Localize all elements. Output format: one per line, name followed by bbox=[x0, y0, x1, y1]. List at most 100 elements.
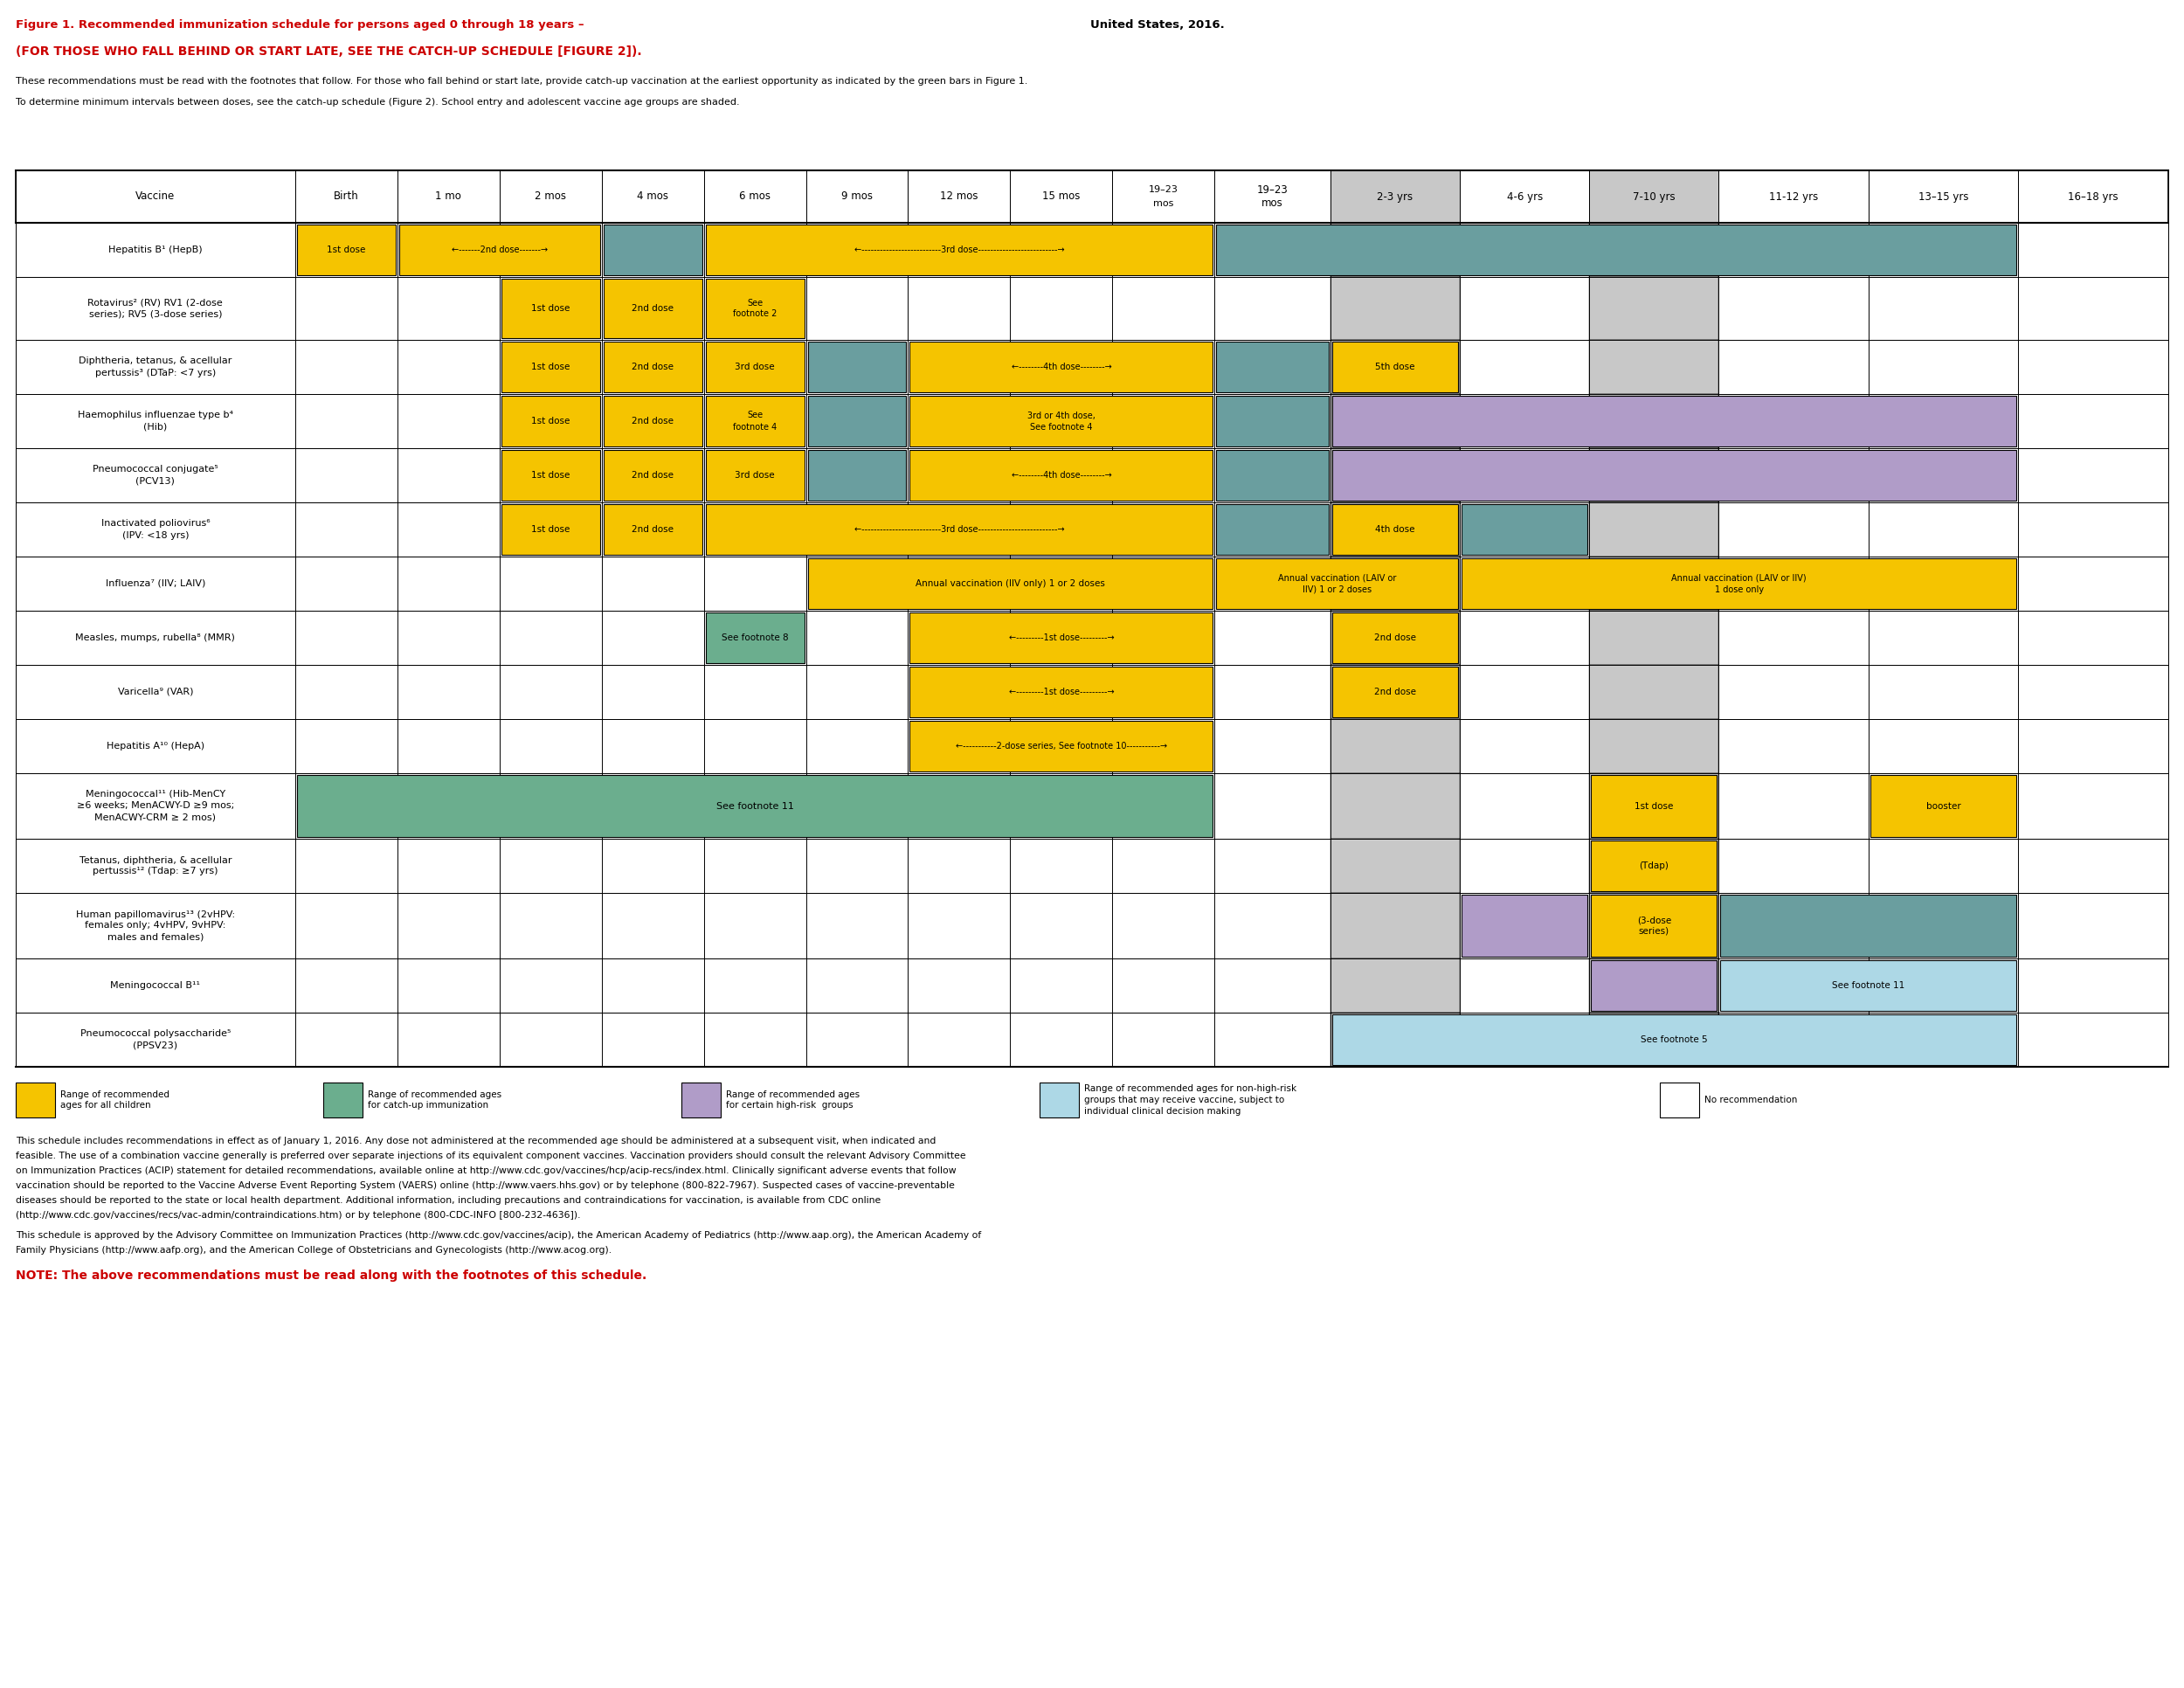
Bar bbox=[1216, 395, 1328, 446]
Bar bbox=[1590, 839, 1719, 893]
Text: ←--------4th dose--------→: ←--------4th dose--------→ bbox=[1011, 471, 1112, 479]
Bar bbox=[1332, 667, 1459, 717]
Bar bbox=[1330, 959, 1459, 1013]
Bar bbox=[705, 341, 804, 392]
Text: Figure 1. Recommended immunization schedule for persons aged 0 through 18 years : Figure 1. Recommended immunization sched… bbox=[15, 19, 587, 30]
Text: 19–23
mos: 19–23 mos bbox=[1258, 184, 1289, 209]
Text: Varicella⁹ (VAR): Varicella⁹ (VAR) bbox=[118, 687, 192, 697]
Text: 3rd dose: 3rd dose bbox=[734, 471, 775, 479]
Bar bbox=[1216, 225, 2016, 275]
Text: ←--------------------------3rd dose--------------------------→: ←--------------------------3rd dose-----… bbox=[854, 245, 1064, 255]
Text: ←---------1st dose---------→: ←---------1st dose---------→ bbox=[1009, 633, 1114, 641]
Text: 1st dose: 1st dose bbox=[328, 245, 365, 255]
Text: Pneumococcal polysaccharide⁵: Pneumococcal polysaccharide⁵ bbox=[81, 1030, 232, 1038]
Bar bbox=[500, 279, 601, 338]
Text: Vaccine: Vaccine bbox=[135, 191, 175, 203]
Bar bbox=[500, 341, 601, 392]
Bar bbox=[1330, 277, 1459, 339]
Bar bbox=[1590, 170, 1719, 223]
Bar bbox=[603, 279, 701, 338]
Text: Range of recommended: Range of recommended bbox=[61, 1090, 170, 1099]
Bar bbox=[1216, 559, 1459, 609]
Bar bbox=[705, 225, 1212, 275]
Text: 7-10 yrs: 7-10 yrs bbox=[1634, 191, 1675, 203]
Bar bbox=[15, 1013, 2169, 1067]
Bar bbox=[1332, 505, 1459, 555]
Bar bbox=[705, 613, 804, 663]
Bar bbox=[1332, 613, 1459, 663]
Text: Hepatitis B¹ (HepB): Hepatitis B¹ (HepB) bbox=[109, 245, 203, 255]
Text: 15 mos: 15 mos bbox=[1042, 191, 1081, 203]
Bar bbox=[1216, 505, 1328, 555]
Bar bbox=[15, 893, 2169, 959]
Bar bbox=[15, 665, 2169, 719]
Text: ←---------1st dose---------→: ←---------1st dose---------→ bbox=[1009, 687, 1114, 697]
Bar bbox=[1332, 395, 2016, 446]
Text: 3rd or 4th dose,: 3rd or 4th dose, bbox=[1026, 412, 1096, 420]
Bar bbox=[1332, 341, 1459, 392]
Bar bbox=[808, 559, 1212, 609]
Bar bbox=[15, 839, 2169, 893]
Text: See: See bbox=[747, 412, 762, 420]
Bar bbox=[1590, 557, 1719, 611]
Bar bbox=[1590, 895, 1717, 957]
Text: See: See bbox=[747, 299, 762, 307]
Text: 1st dose: 1st dose bbox=[531, 417, 570, 425]
Text: Meningococcal¹¹ (Hib-MenCY: Meningococcal¹¹ (Hib-MenCY bbox=[85, 790, 225, 798]
Bar bbox=[500, 451, 601, 501]
Text: 3rd dose: 3rd dose bbox=[734, 363, 775, 371]
Text: Annual vaccination (LAIV or: Annual vaccination (LAIV or bbox=[1278, 574, 1396, 582]
Bar bbox=[500, 395, 601, 446]
Bar bbox=[603, 451, 701, 501]
Bar bbox=[1332, 451, 2016, 501]
Text: 1st dose: 1st dose bbox=[531, 525, 570, 533]
Bar bbox=[400, 225, 601, 275]
Bar bbox=[1216, 451, 1328, 501]
Bar bbox=[1330, 611, 1459, 665]
Text: See footnote 11: See footnote 11 bbox=[1832, 981, 1904, 989]
Text: pertussis³ (DTaP: <7 yrs): pertussis³ (DTaP: <7 yrs) bbox=[94, 368, 216, 376]
Text: ←--------4th dose--------→: ←--------4th dose--------→ bbox=[1011, 363, 1112, 371]
Text: IIV) 1 or 2 doses: IIV) 1 or 2 doses bbox=[1302, 586, 1372, 594]
Text: ←--------------------------3rd dose--------------------------→: ←--------------------------3rd dose-----… bbox=[854, 525, 1064, 533]
Text: 11-12 yrs: 11-12 yrs bbox=[1769, 191, 1819, 203]
Bar bbox=[1330, 393, 1459, 449]
Bar bbox=[15, 503, 2169, 557]
Bar bbox=[911, 395, 1212, 446]
Bar bbox=[911, 341, 1212, 392]
Bar bbox=[1330, 839, 1459, 893]
Bar bbox=[15, 393, 2169, 449]
Text: for certain high-risk  groups: for certain high-risk groups bbox=[725, 1101, 854, 1111]
Text: (Hib): (Hib) bbox=[144, 422, 168, 430]
Text: 2nd dose: 2nd dose bbox=[1374, 633, 1415, 641]
Bar bbox=[911, 721, 1212, 771]
Text: Haemophilus influenzae type b⁴: Haemophilus influenzae type b⁴ bbox=[79, 412, 234, 420]
Text: 5th dose: 5th dose bbox=[1376, 363, 1415, 371]
Text: series); RV5 (3-dose series): series); RV5 (3-dose series) bbox=[90, 309, 223, 319]
Text: ≥6 weeks; MenACWY-D ≥9 mos;: ≥6 weeks; MenACWY-D ≥9 mos; bbox=[76, 802, 234, 810]
Bar bbox=[603, 505, 701, 555]
Text: 2nd dose: 2nd dose bbox=[631, 525, 673, 533]
Text: ←-----------2-dose series, See footnote 10-----------→: ←-----------2-dose series, See footnote … bbox=[957, 741, 1166, 751]
Bar bbox=[1330, 893, 1459, 959]
Bar bbox=[808, 451, 906, 501]
Text: for catch-up immunization: for catch-up immunization bbox=[367, 1101, 489, 1111]
Text: 9 mos: 9 mos bbox=[841, 191, 874, 203]
Bar bbox=[603, 225, 701, 275]
Text: footnote 4: footnote 4 bbox=[734, 422, 778, 430]
Bar bbox=[1216, 341, 1328, 392]
Bar bbox=[323, 1082, 363, 1117]
Text: These recommendations must be read with the footnotes that follow. For those who: These recommendations must be read with … bbox=[15, 78, 1029, 86]
Text: 2nd dose: 2nd dose bbox=[631, 363, 673, 371]
Text: Tetanus, diphtheria, & acellular: Tetanus, diphtheria, & acellular bbox=[79, 856, 232, 864]
Bar bbox=[1461, 559, 2016, 609]
Bar bbox=[1590, 960, 1717, 1011]
Text: mos: mos bbox=[1153, 199, 1173, 208]
Text: Pneumococcal conjugate⁵: Pneumococcal conjugate⁵ bbox=[92, 466, 218, 474]
Text: booster: booster bbox=[1926, 802, 1961, 810]
Bar bbox=[1330, 1013, 1459, 1067]
Bar bbox=[705, 505, 1212, 555]
Bar bbox=[1590, 611, 1719, 665]
Bar bbox=[1590, 503, 1719, 557]
Bar bbox=[911, 667, 1212, 717]
